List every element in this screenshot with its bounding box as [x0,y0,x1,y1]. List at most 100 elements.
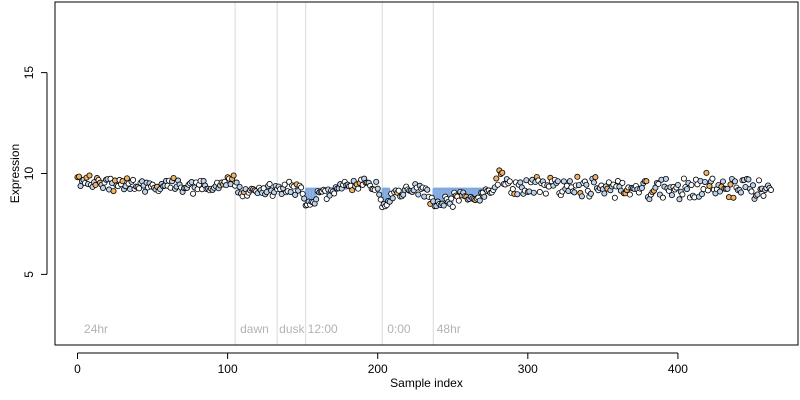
data-point [679,191,686,198]
data-point [110,188,117,195]
data-point [331,190,338,197]
data-point [76,173,83,180]
data-point [659,194,666,201]
data-point [281,181,288,188]
data-point [683,186,690,193]
data-point [266,181,273,188]
y-tick-label: 15 [22,66,36,80]
plot-frame [54,1,799,346]
data-point [755,177,762,184]
data-point [643,178,650,185]
data-point [619,179,626,186]
region-labels: 24hr dawn dusk 12:00 0:00 48hr [84,322,461,336]
data-point [130,176,137,183]
region-label: 24hr [84,322,108,336]
data-point [389,195,396,202]
data-point [727,181,734,188]
data-point [536,189,543,196]
data-point [674,181,681,188]
data-point [301,195,308,202]
data-point [611,194,618,201]
data-point [230,172,237,179]
region-label: dawn [240,322,269,336]
data-point [86,172,93,179]
data-point [493,175,500,182]
x-tick-label: 400 [668,362,688,376]
data-point [560,178,567,185]
data-point [440,202,447,209]
y-axis-title: Expression [8,144,22,203]
data-point [701,178,708,185]
data-point [571,189,578,196]
data-point [530,189,537,196]
data-point [514,191,521,198]
data-point [494,181,501,188]
data-point [415,191,422,198]
data-point [287,188,294,195]
data-point [481,193,488,200]
data-point [590,179,597,186]
data-point [376,191,383,198]
data-point [655,180,662,187]
data-point [662,175,669,182]
data-point [119,178,126,185]
data-point [578,193,585,200]
data-point [703,169,710,176]
data-points [74,167,774,211]
data-point [142,188,149,195]
x-tick-label: 0 [74,362,81,376]
x-axis: 0 100 200 300 400 [74,352,688,376]
data-point [374,185,381,192]
data-point [517,179,524,186]
data-point [754,191,761,198]
data-point [542,190,549,197]
data-point [554,178,561,185]
data-point [190,190,197,197]
data-point [400,191,407,198]
data-point [566,178,573,185]
data-point [100,184,107,191]
data-point [745,176,752,183]
data-point [476,197,483,204]
data-point [676,196,683,203]
data-point [748,188,755,195]
data-point [373,178,380,185]
data-point [233,179,240,186]
data-point [424,186,431,193]
data-point [313,196,320,203]
data-point [170,174,177,181]
y-tick-label: 5 [22,271,36,278]
y-tick-label: 10 [22,167,36,181]
data-point [626,191,633,198]
x-tick-label: 100 [218,362,238,376]
data-point [449,203,456,210]
data-point [136,185,143,192]
x-tick-label: 200 [368,362,388,376]
data-point [587,190,594,197]
data-point [749,182,756,189]
data-point [509,186,516,193]
data-point [709,175,716,182]
y-axis: 5 10 15 [22,66,48,278]
x-axis-title: Sample index [390,376,463,390]
data-point [260,185,267,192]
region-label: dusk [279,322,305,336]
data-point [688,181,695,188]
data-point [698,191,705,198]
x-tick-label: 300 [518,362,538,376]
region-separators [234,2,434,345]
data-point [506,178,513,185]
data-point [592,174,599,181]
data-point [583,181,590,188]
data-point [724,185,731,192]
data-point [377,196,384,203]
data-point [601,190,608,197]
data-point [236,183,243,190]
data-point [719,178,726,185]
data-point [298,184,305,191]
data-point [760,192,767,199]
data-point [638,185,645,192]
data-point [124,175,131,182]
region-label: 48hr [437,322,461,336]
